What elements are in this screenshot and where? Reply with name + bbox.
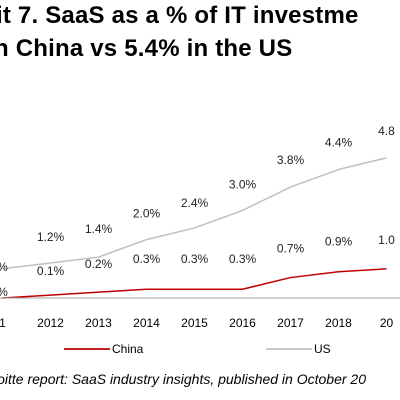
x-tick-label: 20 bbox=[380, 316, 394, 330]
x-tick-label: 2015 bbox=[181, 316, 208, 330]
data-label-us: % bbox=[0, 260, 8, 274]
data-label-china: 1.0 bbox=[378, 233, 395, 247]
series-line-us bbox=[2, 157, 387, 270]
legend-label-china: China bbox=[112, 342, 144, 356]
chart-title-line-1: it 7. SaaS as a % of IT investme bbox=[0, 2, 359, 29]
data-label-us: 4.8 bbox=[378, 124, 395, 138]
data-label-us: 3.8% bbox=[277, 153, 305, 167]
x-tick-label: 2012 bbox=[37, 316, 64, 330]
data-label-us: 4.4% bbox=[325, 136, 353, 150]
data-label-us: 1.4% bbox=[85, 222, 113, 236]
source-note: loitte report: SaaS industry insights, p… bbox=[0, 371, 366, 387]
data-label-china: 0.2% bbox=[85, 257, 113, 271]
data-label-china: 0.3% bbox=[229, 252, 257, 266]
series-layer bbox=[2, 157, 387, 299]
x-tick-label: 2016 bbox=[229, 316, 256, 330]
series-line-china bbox=[2, 268, 387, 299]
data-label-us: 2.0% bbox=[133, 207, 161, 221]
x-tick-label: 2018 bbox=[325, 316, 352, 330]
data-label-china: 0.3% bbox=[181, 252, 209, 266]
legend: China US bbox=[64, 342, 331, 356]
legend-label-us: US bbox=[314, 342, 331, 356]
data-label-china: 0.3% bbox=[133, 252, 161, 266]
x-tick-label: 2014 bbox=[133, 316, 160, 330]
data-label-china: 0.9% bbox=[325, 235, 353, 249]
chart-title-line-2: n China vs 5.4% in the US bbox=[0, 35, 293, 62]
data-label-china: 0.1% bbox=[37, 264, 65, 278]
data-label-china: 0.7% bbox=[277, 242, 305, 256]
data-label-us: 3.0% bbox=[229, 177, 257, 191]
data-label-us: 2.4% bbox=[181, 196, 209, 210]
data-label-china: % bbox=[0, 285, 8, 299]
x-tick-label: 2017 bbox=[277, 316, 304, 330]
data-labels: % 0.1% 0.2% 0.3% 0.3% 0.3% 0.7% 0.9% 1.0% 1.2% 1.4… bbox=[0, 124, 395, 299]
data-label-us: 1.2% bbox=[37, 230, 65, 244]
x-tick-label: 2013 bbox=[85, 316, 112, 330]
x-tick-labels: 1 2012 2013 2014 2015 2016 2017 2018 20 bbox=[0, 316, 393, 330]
x-tick-label: 1 bbox=[0, 316, 6, 330]
